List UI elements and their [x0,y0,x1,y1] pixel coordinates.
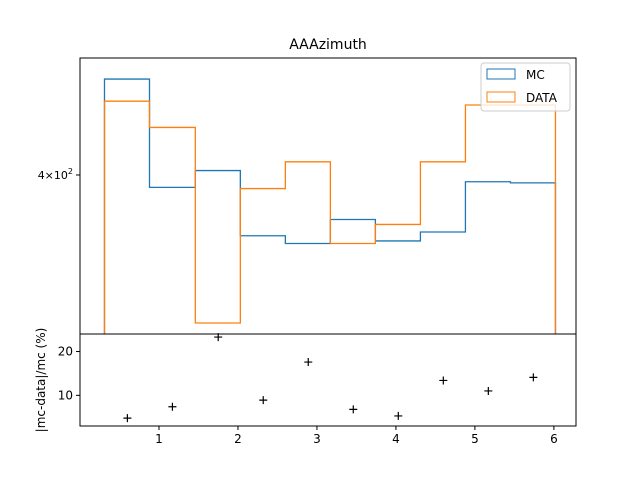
ratio-point [529,373,538,382]
ratio-plot-frame [79,333,577,427]
ratio-y-tick-label: 10 [58,388,73,402]
main-y-axis: 4×102 [38,167,80,182]
legend: MC DATA [480,62,571,112]
legend-label-mc: MC [526,68,545,82]
ratio-plot-marks [123,333,538,423]
ratio-point [259,396,268,405]
x-tick-label: 6 [550,432,558,446]
ratio-point [484,386,493,395]
ratio-plot-area [80,334,576,426]
series-step-data [103,100,557,334]
ratio-point [304,358,313,367]
ratio-y-tick-label: 20 [58,345,73,359]
x-tick-label: 4 [392,432,400,446]
ratio-y-axis-label: |mc-data|/mc (%) [34,328,48,433]
ratio-point [439,376,448,385]
ratio-y-axis: 10 20 [58,345,80,402]
legend-label-data: DATA [526,91,558,105]
y-tick-label: 4×102 [38,167,73,182]
x-tick-label: 1 [155,432,163,446]
x-tick-label: 2 [234,432,242,446]
main-plot-marks [103,78,557,334]
x-tick-label: 5 [471,432,479,446]
legend-swatch-mc [486,68,516,80]
x-tick-label: 3 [313,432,321,446]
ratio-point [123,414,132,423]
legend-box [480,62,571,112]
chart-title: AAAzimuth [289,37,367,53]
legend-swatch-data [486,91,516,103]
ratio-x-axis: 1 2 3 4 5 6 [155,426,558,446]
ratio-point [394,411,403,420]
ratio-point [349,405,358,414]
ratio-point [168,402,177,411]
